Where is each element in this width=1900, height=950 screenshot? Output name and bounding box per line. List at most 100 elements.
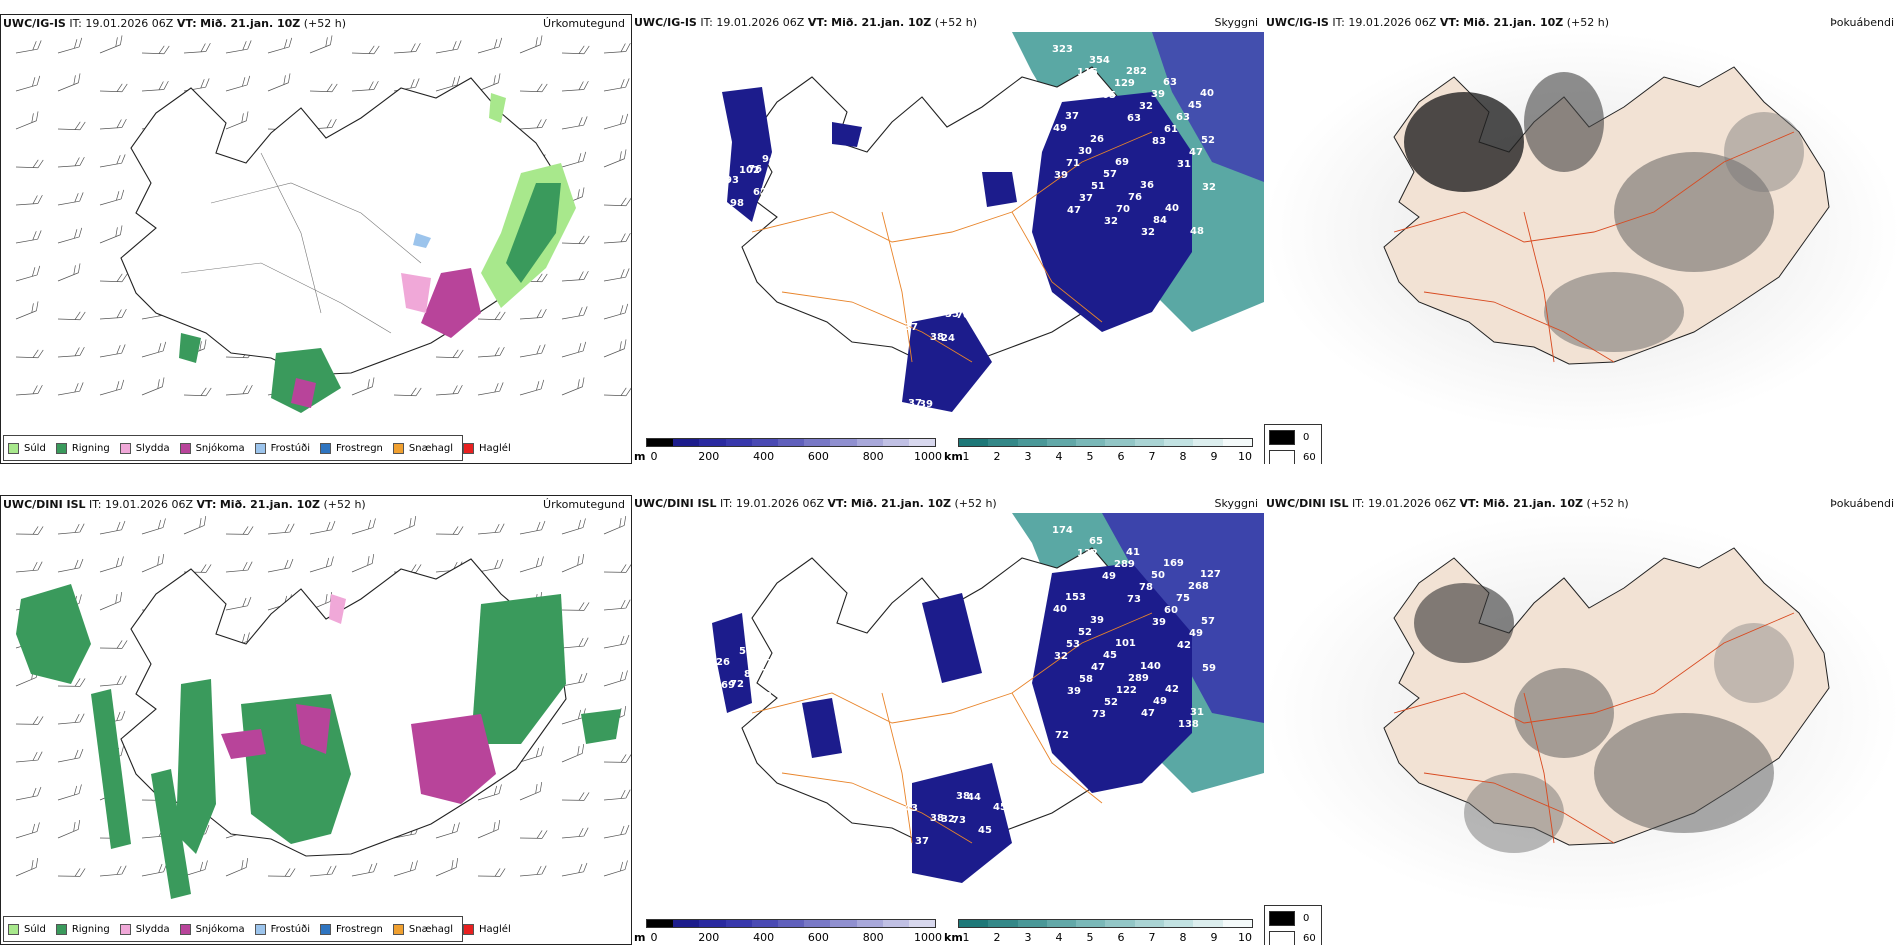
fog-map	[1264, 32, 1900, 432]
visibility-map: 174 65 41 169 127 132 289 50 268 153 49 78 75 40 39 73 6…	[712, 513, 1264, 891]
wind-barb	[15, 301, 39, 320]
cloud-base-label: 52	[1078, 627, 1092, 638]
wind-barb	[225, 40, 252, 54]
cloud-base-label: 57	[1103, 169, 1117, 180]
cloud-base-label: 43	[904, 803, 918, 814]
color-bar-step	[988, 920, 1018, 927]
cloud-base-label: 38	[930, 813, 944, 824]
cloud-base-label: 52	[739, 646, 753, 657]
scale-tick: 400	[753, 931, 775, 944]
roads	[751, 612, 1153, 844]
wind-barb	[225, 111, 249, 130]
wind-barb	[99, 83, 128, 93]
vt-label: VT:	[176, 17, 197, 30]
wind-barb	[603, 387, 631, 397]
cloud-base-label: 70	[767, 658, 781, 669]
wind-barb	[519, 35, 543, 54]
cloud-base-label: 39	[1090, 615, 1104, 626]
wind-barb	[57, 121, 86, 131]
wind-barb	[393, 860, 418, 877]
legend-swatch	[55, 442, 67, 454]
vt-label: VT:	[827, 497, 848, 510]
wind-barb	[603, 564, 631, 573]
panel-title: Úrkomutegund	[543, 498, 625, 511]
it-value: 19.01.2026 06Z	[105, 498, 194, 511]
cloud-base-label: 75	[1176, 593, 1190, 604]
wind-barb	[141, 862, 168, 877]
legend-swatch	[8, 923, 19, 935]
cloud-base-label: 98	[730, 198, 744, 209]
cloud-base-label: 32	[1054, 651, 1068, 662]
legend-swatch	[320, 442, 331, 454]
fog-panel-bottom: UWC/DINI ISL IT: 19.01.2026 06Z VT: Mið.…	[1264, 495, 1900, 945]
cloud-base-label: 63	[1176, 112, 1190, 123]
cloud-base-label: 174	[1052, 525, 1073, 536]
scale-unit: m	[634, 931, 646, 944]
color-bar-step	[777, 920, 805, 927]
precip-legend-item: Frostregn	[320, 923, 383, 935]
wind-barb	[15, 384, 43, 396]
wind-barb	[603, 754, 631, 763]
cloud-base-label: 102	[739, 165, 760, 176]
cloud-base-label: 37	[753, 668, 767, 679]
scale-tick: 600	[807, 931, 829, 944]
wind-barb	[561, 80, 589, 92]
precip-panel-bottom: UWC/DINI ISL IT: 19.01.2026 06Z VT: Mið.…	[0, 495, 632, 945]
scale-tick: 7	[1148, 450, 1156, 463]
wind-barb	[603, 149, 627, 168]
cloud-base-label: 101	[1115, 638, 1136, 649]
legend-label: Slydda	[135, 442, 170, 454]
cloud-base-label: 94	[762, 154, 776, 165]
wind-barb	[267, 73, 291, 92]
panel-title: Skyggni	[1214, 16, 1258, 29]
color-bar-step	[1222, 439, 1252, 446]
wind-barb	[57, 678, 86, 687]
wind-barb	[519, 782, 543, 801]
wind-barb	[435, 384, 463, 396]
cloud-base-label: 37	[1065, 111, 1079, 122]
wind-barb	[141, 341, 167, 358]
wind-barb	[183, 78, 210, 92]
scale-tick: 8	[1179, 931, 1187, 944]
fog-legend-swatch	[1269, 911, 1295, 926]
wind-barb	[603, 670, 628, 687]
legend-label: Frostúði	[270, 923, 310, 935]
precip-legend-item: Slydda	[119, 442, 170, 454]
precip-legend-item: Frostúði	[254, 923, 310, 935]
color-bar	[646, 919, 936, 928]
color-bar-step	[908, 439, 936, 446]
visibility-map: 3233542826340115129394537653263492663615…	[716, 32, 1264, 412]
vt-value: Mið. 21.jan. 10Z	[219, 498, 320, 511]
cloud-base-label: 37	[908, 398, 922, 409]
wind-barb	[603, 303, 629, 320]
model-name: UWC/DINI ISL	[3, 498, 86, 511]
scale-unit: km	[944, 450, 963, 463]
wind-barb	[561, 45, 590, 55]
wind-barb	[309, 556, 334, 573]
wind-barb	[519, 830, 548, 839]
panel-header: UWC/IG-IS IT: 19.01.2026 06Z VT: Mið. 21…	[1, 15, 631, 33]
panel-title: Þokuábendi	[1830, 16, 1894, 29]
wind-barb	[57, 868, 86, 877]
wind-barb	[603, 268, 630, 282]
cloud-base-label: 73	[1092, 709, 1106, 720]
wind-barb	[603, 824, 630, 839]
cloud-base-label: 61	[1164, 124, 1178, 135]
it-label: IT:	[69, 17, 82, 30]
wind-barb	[15, 526, 44, 535]
legend-swatch	[392, 923, 404, 935]
legend-swatch	[320, 923, 331, 935]
wind-barb	[15, 265, 41, 282]
legend-swatch	[254, 923, 266, 935]
wind-barb	[603, 78, 630, 92]
wind-barb	[225, 526, 254, 535]
it-value: 19.01.2026 06Z	[1368, 497, 1457, 510]
color-bar-step	[725, 439, 752, 446]
cloud-base-label: 42	[1165, 684, 1179, 695]
cloud-base-label: 47	[1067, 205, 1081, 216]
cloud-base-label: 36	[919, 880, 933, 891]
wind-barb	[141, 377, 165, 396]
wind-barb	[15, 786, 42, 801]
scale-tick: 10	[1238, 450, 1252, 463]
wind-barb	[435, 526, 464, 535]
